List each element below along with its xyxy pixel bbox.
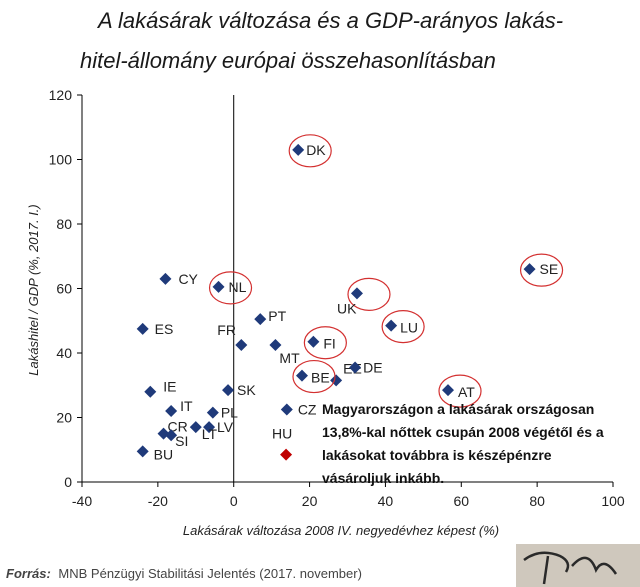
y-tick-label: 20: [56, 410, 72, 426]
data-point-lv: [203, 421, 216, 434]
highlight-circle-fi: [303, 326, 347, 360]
y-tick-label: 100: [49, 152, 73, 168]
data-point-hu: [280, 448, 293, 461]
note-line-3: lakásokat továbbra is készépénzre: [322, 447, 552, 463]
highlight-circle-nl: [208, 271, 253, 305]
y-tick-label: 60: [56, 281, 72, 297]
highlight-circle-se: [519, 253, 564, 287]
data-point-lu: [385, 319, 398, 332]
point-label-fr: FR: [217, 322, 236, 338]
x-tick-label: 20: [302, 493, 318, 509]
data-point-fi: [307, 335, 320, 348]
x-tick-label: 80: [529, 493, 545, 509]
data-point-uk: [350, 287, 363, 300]
data-point-fr: [235, 338, 248, 351]
point-label-ie: IE: [163, 379, 176, 395]
point-label-lt: LT: [202, 426, 218, 442]
annotation-note: Magyarországon a lakásárak országosan 13…: [322, 401, 604, 486]
data-point-se: [523, 263, 536, 276]
highlight-circle-uk: [347, 277, 391, 311]
point-label-it: IT: [180, 398, 193, 414]
point-label-nl: NL: [229, 279, 247, 295]
data-point-be: [295, 369, 308, 382]
point-label-cy: CY: [178, 271, 198, 287]
logo-signature: [516, 544, 640, 587]
point-label-lu: LU: [400, 320, 418, 336]
highlight-circle-dk: [288, 134, 332, 168]
data-point-ie: [144, 385, 157, 398]
note-line-1: Magyarországon a lakásárak országosan: [322, 401, 594, 417]
y-tick-label: 0: [64, 474, 72, 490]
source-line: Forrás: MNB Pénzügyi Stabilitási Jelenté…: [6, 566, 362, 581]
y-axis-title: Lakáshitel / GDP (%, 2017. I.): [26, 204, 41, 375]
data-point-bu: [136, 445, 149, 458]
point-label-mt: MT: [279, 350, 300, 366]
data-point-si: [165, 429, 178, 442]
source-label: Forrás:: [6, 566, 51, 581]
data-point-cz: [280, 403, 293, 416]
point-label-at: AT: [458, 384, 475, 400]
data-point-lt: [189, 421, 202, 434]
highlight-circle-be: [292, 359, 336, 394]
point-label-pt: PT: [268, 308, 286, 324]
data-point-mt: [269, 338, 282, 351]
point-label-cr: CR: [168, 419, 188, 435]
point-label-lv: LV: [217, 419, 234, 435]
highlight-circle-lu: [381, 309, 425, 344]
point-label-si: SI: [175, 433, 188, 449]
point-label-uk: UK: [337, 300, 357, 316]
title-line-2: hitel-állomány európai összehasonlításba…: [80, 48, 496, 73]
data-point-dk: [292, 143, 305, 156]
y-tick-label: 80: [56, 216, 72, 232]
x-tick-label: 60: [453, 493, 469, 509]
highlight-circle-at: [438, 374, 482, 408]
plot-area: 0 20 40 60 80 100 120 -40 -20 0 20 40 60 80 100 DK SE CY N…: [49, 87, 625, 509]
x-tick-label: 40: [378, 493, 394, 509]
title-line-1: A lakásárak változása és a GDP-arányos l…: [96, 8, 563, 33]
x-tick-label: -40: [72, 493, 92, 509]
data-point-pt: [254, 313, 267, 326]
source-text: MNB Pénzügyi Stabilitási Jelentés (2017.…: [58, 566, 361, 581]
data-point-at: [442, 384, 455, 397]
x-axis-title: Lakásárak változása 2008 IV. negyedévhez…: [183, 523, 499, 538]
point-label-cz: CZ: [298, 401, 317, 417]
point-label-fi: FI: [323, 336, 335, 352]
chart-title: A lakásárak változása és a GDP-arányos l…: [80, 8, 563, 73]
point-label-de: DE: [363, 360, 382, 376]
note-line-4: vásároljuk inkább.: [322, 470, 444, 486]
data-point-pl: [206, 406, 219, 419]
point-label-hu: HU: [272, 426, 292, 442]
point-label-es: ES: [155, 321, 174, 337]
svg-text:Forrás: MNB Pénzügyi Sta: Forrás: MNB Pénzügyi Stabilitási Jelenté…: [6, 566, 362, 581]
y-tick-label: 40: [56, 345, 72, 361]
point-label-be: BE: [311, 370, 330, 386]
data-point-cy: [159, 272, 172, 285]
data-point-nl: [212, 280, 225, 293]
point-label-sk: SK: [237, 382, 256, 398]
x-tick-label: 100: [601, 493, 625, 509]
data-point-it: [165, 405, 178, 418]
data-point-sk: [222, 384, 235, 397]
data-point-de: [349, 361, 362, 374]
point-label-pl: PL: [221, 405, 238, 421]
data-point-es: [136, 322, 149, 335]
point-label-dk: DK: [306, 142, 326, 158]
x-tick-label: -20: [148, 493, 168, 509]
point-label-se: SE: [540, 261, 559, 277]
y-tick-label: 120: [49, 87, 73, 103]
point-label-bu: BU: [154, 446, 173, 462]
x-tick-label: 0: [230, 493, 238, 509]
note-line-2: 13,8%-kal nőttek csupán 2008 végétől és …: [322, 424, 604, 440]
